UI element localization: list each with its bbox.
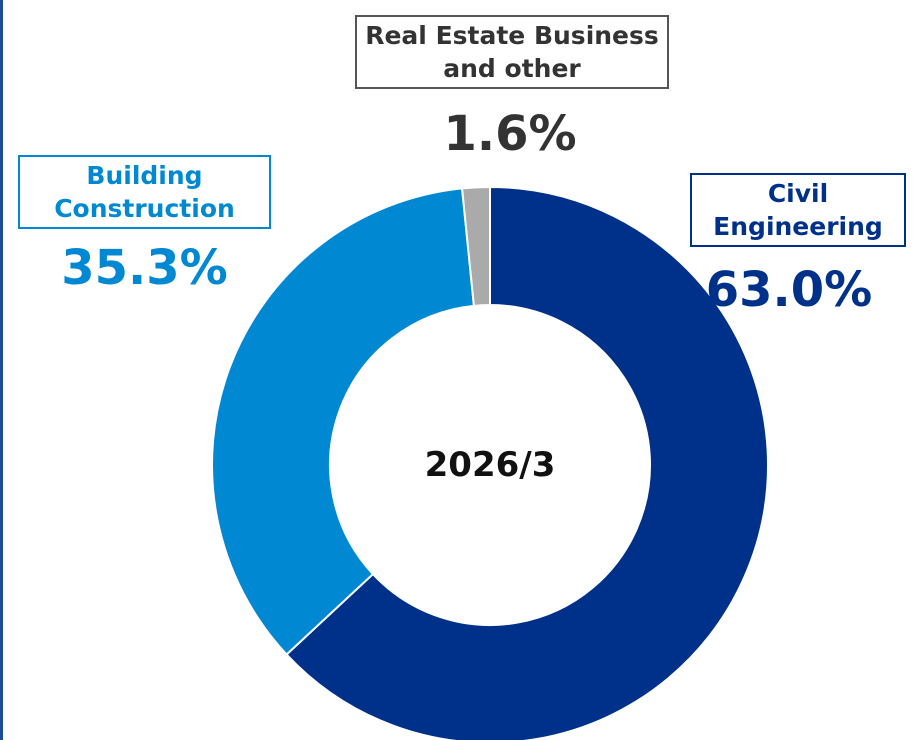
value-label: 63.0% xyxy=(705,262,873,318)
category-label: Real Estate Business and other xyxy=(355,15,669,89)
donut-segment xyxy=(460,185,491,307)
donut-segment xyxy=(211,187,476,656)
category-label: Civil Engineering xyxy=(690,173,906,247)
value-label: 1.6% xyxy=(443,106,577,162)
category-label: Building Construction xyxy=(18,155,271,229)
chart xyxy=(211,185,769,740)
donut-segment xyxy=(285,185,769,740)
center-label: 2026/3 xyxy=(424,445,556,485)
value-label: 35.3% xyxy=(61,240,228,296)
